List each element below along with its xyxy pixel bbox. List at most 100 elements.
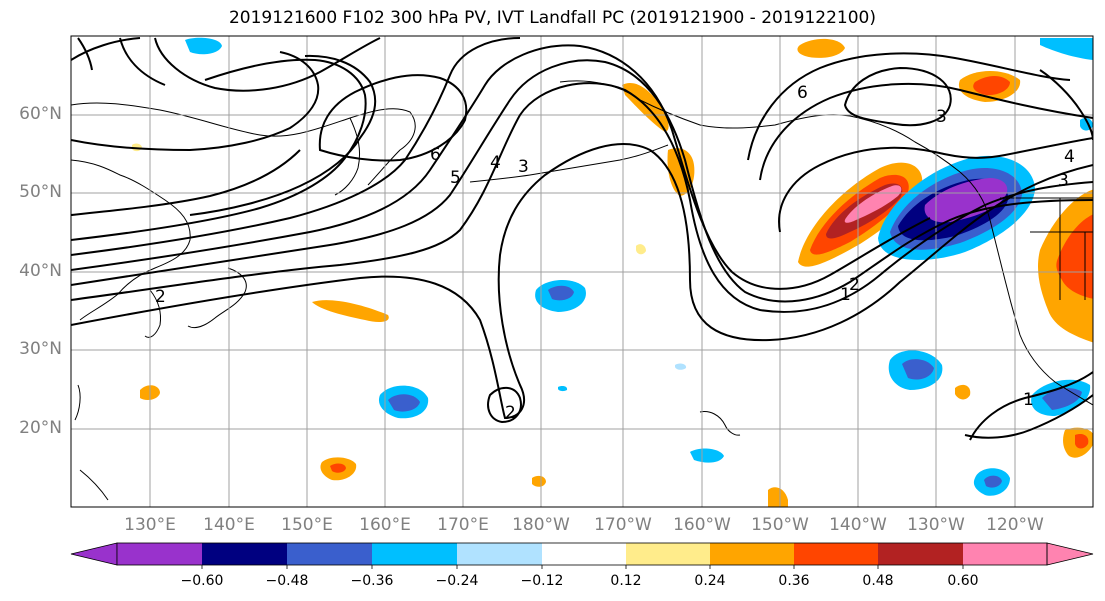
colorbar-label: −0.24 <box>435 573 479 589</box>
pv-contour-8 <box>71 51 320 152</box>
pv-contour-11 <box>71 37 381 92</box>
lon-label: 170°E <box>437 515 489 535</box>
anomaly-pos-small-4-inner <box>1075 434 1089 449</box>
lat-label: 50°N <box>19 182 62 202</box>
map-title: 2019121600 F102 300 hPa PV, IVT Landfall… <box>228 8 876 28</box>
anomaly-neg-small-6 <box>675 363 687 370</box>
colorbar-label: 0.12 <box>610 573 642 589</box>
pv-contour-4 <box>71 44 931 290</box>
pv-contour-13 <box>487 386 522 424</box>
coast-kamchatka <box>334 117 361 196</box>
pv-contour-15 <box>759 82 1093 181</box>
colorbar-ticks <box>201 565 964 569</box>
colorbar-label: 0.24 <box>694 573 726 589</box>
pv-contour-17 <box>843 66 952 127</box>
border-state-1 <box>1030 198 1093 300</box>
colorbar-segment <box>710 543 794 565</box>
lon-label: 170°W <box>594 515 652 535</box>
pv-contour-19 <box>1039 69 1093 141</box>
pv-contour-7 <box>189 54 377 216</box>
graticule <box>71 36 1093 507</box>
anomaly-pos-gulf-alaska-peak <box>844 185 902 223</box>
lon-label: 140°W <box>829 515 887 535</box>
colorbar-segment <box>878 543 963 565</box>
pv-contour-12 <box>77 37 166 86</box>
anomaly-neg-subtropic-1-inner <box>548 285 574 301</box>
anomaly-neg-small-1-inner <box>984 475 1002 488</box>
lon-label: 160°W <box>673 515 731 535</box>
anomaly-pos-small-5 <box>768 487 788 507</box>
coast-aleutians <box>469 144 669 183</box>
lon-label: 130°W <box>907 515 965 535</box>
anomaly-pos-pacific-strip <box>312 300 389 323</box>
anomaly-neg-small-4 <box>1040 38 1093 60</box>
lat-label: 40°N <box>19 261 62 281</box>
colorbar <box>70 542 1094 569</box>
anomaly-neg-small-2 <box>690 448 724 463</box>
contour-label: 2 <box>505 403 516 423</box>
anomaly-pos-nw-canada-inner <box>973 76 1010 96</box>
contour-label: 2 <box>155 287 166 307</box>
pv-contour-3 <box>71 59 1093 303</box>
pv-contour-10 <box>71 149 301 216</box>
pv-contour-9 <box>318 74 468 162</box>
contour-label: 4 <box>490 153 501 173</box>
lon-label: 130°E <box>124 515 176 535</box>
contour-label: 6 <box>430 145 441 165</box>
colorbar-label: −0.60 <box>180 573 224 589</box>
pv-contour-18 <box>964 371 1093 441</box>
colorbar-extend-left <box>70 542 118 566</box>
contour-label: 6 <box>797 83 808 103</box>
lon-label: 180°W <box>512 515 570 535</box>
contour-label-group: 6 5 4 3 2 6 3 4 3 1 2 1 2 <box>155 83 1075 423</box>
anomaly-neg-small-3 <box>185 37 222 55</box>
contour-label: 2 <box>849 275 860 295</box>
colorbar-label: −0.12 <box>520 573 564 589</box>
contour-label: 1 <box>1023 390 1034 410</box>
colorbar-label: −0.48 <box>265 573 309 589</box>
contour-label: 1 <box>840 285 851 305</box>
lon-label: 120°W <box>986 515 1044 535</box>
anomaly-pos-small-7 <box>636 244 646 255</box>
colorbar-segment <box>542 543 626 565</box>
pv-contour-2 <box>71 82 1093 313</box>
pv-contour-5 <box>71 37 521 256</box>
lon-label: 140°E <box>203 515 255 535</box>
colorbar-extend-right <box>1046 542 1094 566</box>
colorbar-segment <box>202 543 287 565</box>
lat-label: 20°N <box>19 418 62 438</box>
colorbar-label: −0.36 <box>350 573 394 589</box>
colorbar-label: 0.60 <box>947 573 979 589</box>
anomaly-pos-bering <box>797 38 845 58</box>
pv-contour-14 <box>778 137 1093 233</box>
pv-contour-1 <box>71 143 1093 420</box>
colorbar-segment <box>117 543 202 565</box>
coast-siberia-okhotsk <box>71 102 416 186</box>
anomaly-neg-subtropic-2-inner <box>388 394 420 412</box>
coast-hawaii <box>699 411 741 436</box>
contour-label: 5 <box>450 168 461 188</box>
anomaly-pos-small-2-inner <box>330 463 346 473</box>
colorbar-segment <box>963 543 1047 565</box>
colorbar-segment <box>626 543 710 565</box>
contour-label: 4 <box>1064 147 1075 167</box>
lon-label: 160°E <box>359 515 411 535</box>
anomaly-neg-subtropic-3-inner <box>902 359 934 380</box>
coast-nw-north-america <box>959 171 1093 406</box>
map-panel: 6 5 4 3 2 6 3 4 3 1 2 1 2 <box>71 36 1093 507</box>
colorbar-segment <box>794 543 878 565</box>
colorbar-segment <box>287 543 372 565</box>
anomaly-pos-west-coast-inner <box>1056 214 1093 299</box>
coast-taiwan-philippines <box>74 384 109 501</box>
pv-contours <box>71 37 1093 441</box>
anomaly-neg-small-7 <box>558 386 568 392</box>
contour-label: 3 <box>518 157 529 177</box>
colorbar-frame <box>116 542 1048 566</box>
lat-label: 60°N <box>19 104 62 124</box>
contour-label: 3 <box>936 107 947 127</box>
colorbar-segment <box>372 543 457 565</box>
lat-label: 30°N <box>19 339 62 359</box>
anomaly-pos-small-6 <box>532 475 546 487</box>
anomaly-pos-small-3 <box>955 384 971 400</box>
anomaly-neg-west-canada-core <box>924 178 1008 223</box>
